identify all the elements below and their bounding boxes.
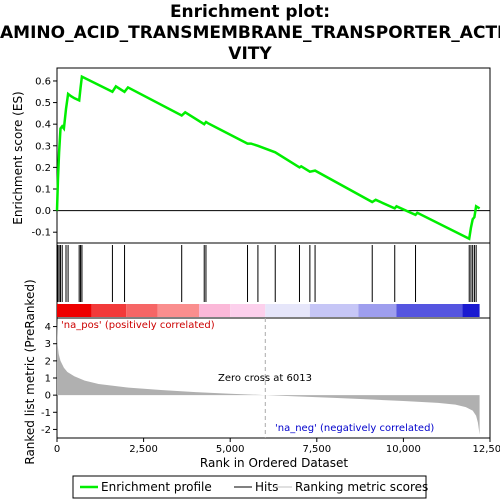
es-y-tick-label: 0.0: [35, 206, 51, 217]
es-y-tick-label: 0.2: [35, 163, 51, 174]
x-tick-label: 5,000: [216, 444, 245, 455]
neg-label: 'na_neg' (negatively correlated): [275, 423, 434, 434]
metric-y-tick-label: -2: [41, 425, 51, 436]
hit-markers: [57, 245, 477, 302]
legend-metric-label: Ranking metric scores: [295, 480, 428, 494]
heat-segment: [358, 304, 397, 317]
x-tick-label: 12,500: [473, 444, 500, 455]
es-y-axis-label: Enrichment score (ES): [11, 91, 25, 224]
x-axis-label: Rank in Ordered Dataset: [200, 456, 348, 470]
heat-segment: [309, 304, 359, 317]
es-y-tick-label: 0.6: [35, 76, 51, 87]
heat-segment: [157, 304, 200, 317]
es-y-axis: -0.1 0.0 0.1 0.2 0.3 0.4 0.5 0.6: [31, 76, 57, 239]
metric-y-axis: -2 -1 0 1 2 3 4: [41, 322, 57, 436]
x-tick-label: 7,500: [302, 444, 331, 455]
legend-hits-label: Hits: [255, 480, 278, 494]
rank-y-axis-label: Ranked list metric (PreRanked): [23, 279, 37, 464]
heat-segment: [230, 304, 266, 317]
metric-y-tick-label: 2: [45, 356, 51, 367]
es-y-tick-label: 0.4: [35, 120, 51, 131]
metric-y-tick-label: -1: [41, 408, 51, 419]
metric-y-tick-label: 3: [45, 339, 51, 350]
x-tick-label: 10,000: [386, 444, 421, 455]
pos-label: 'na_pos' (positively correlated): [61, 320, 215, 331]
heat-segment: [265, 304, 310, 317]
chart-title-line1: Enrichment plot:: [169, 2, 331, 22]
metric-y-tick-label: 1: [45, 374, 51, 385]
heat-segment: [462, 304, 480, 317]
metric-y-tick-label: 0: [45, 391, 51, 402]
es-y-tick-label: 0.5: [35, 98, 51, 109]
zero-cross-label: Zero cross at 6013: [218, 373, 312, 384]
x-tick-label: 2,500: [129, 444, 158, 455]
heat-segment: [126, 304, 158, 317]
heat-segment: [91, 304, 127, 317]
metric-y-tick-label: 4: [45, 322, 51, 333]
chart-title-line3: VITY: [228, 44, 272, 64]
heat-segment: [396, 304, 463, 317]
heat-segment: [57, 304, 92, 317]
x-axis: 0 2,500 5,000 7,500 10,000 12,500: [54, 438, 500, 455]
heat-segment: [199, 304, 231, 317]
es-y-tick-label: 0.1: [35, 184, 51, 195]
chart-title: Enrichment plot: AMINO_ACID_TRANSMEMBRAN…: [0, 2, 500, 65]
es-y-tick-label: -0.1: [31, 228, 51, 239]
es-y-tick-label: 0.3: [35, 141, 51, 152]
chart-title-line2: AMINO_ACID_TRANSMEMBRANE_TRANSPORTER_ACT…: [0, 23, 500, 43]
enrichment-profile-line: [55, 74, 481, 241]
legend-profile-label: Enrichment profile: [101, 480, 212, 494]
x-tick-label: 0: [54, 444, 60, 455]
ranked-heat-bar: [57, 304, 480, 317]
